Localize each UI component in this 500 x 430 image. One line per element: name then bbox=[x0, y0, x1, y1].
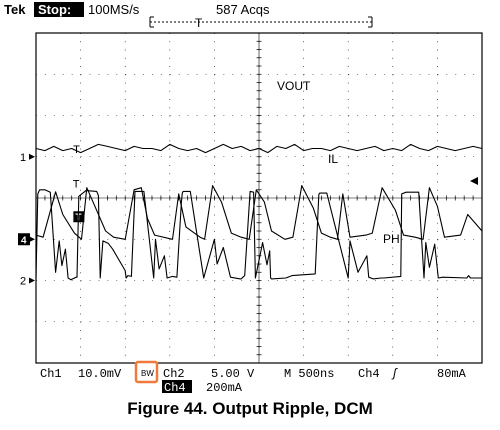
vout-trace bbox=[35, 143, 483, 154]
vout-trigger-marker: T bbox=[73, 144, 80, 156]
ph-trace-label: PH bbox=[383, 232, 400, 246]
figure-caption: Figure 44. Output Ripple, DCM bbox=[127, 399, 373, 418]
run-state-badge bbox=[34, 2, 84, 17]
trigger-level: 80mA bbox=[437, 367, 467, 381]
ch1-label: Ch1 bbox=[40, 367, 62, 381]
timebase: M 500ns bbox=[284, 367, 334, 381]
ch2-ground-marker: 2 bbox=[20, 276, 26, 288]
bw-highlight-box bbox=[134, 360, 159, 384]
channel-markers: 1 4 2 bbox=[18, 152, 35, 288]
ground-arrow-icon bbox=[29, 236, 35, 243]
vout-trace-label: VOUT bbox=[277, 79, 311, 93]
acquisition-count: 587 Acqs bbox=[216, 2, 270, 17]
ground-arrow-icon bbox=[29, 153, 35, 160]
traces: TTT bbox=[35, 143, 483, 281]
bw-limit-badge: BW bbox=[141, 369, 154, 378]
ch4-badge bbox=[162, 380, 192, 393]
record-trigger-marker: T bbox=[195, 16, 203, 30]
trigger-slope-icon: ʃ bbox=[391, 366, 398, 380]
ch2-label: Ch2 bbox=[163, 367, 185, 381]
ch4-ground-marker: 4 bbox=[21, 235, 27, 246]
il-trace bbox=[35, 185, 483, 240]
ch1-ground-marker: 1 bbox=[20, 152, 26, 164]
ch2-scale: 5.00 V bbox=[211, 367, 255, 381]
brand-label: Tek bbox=[4, 2, 26, 17]
oscilloscope-screen: Tek Stop: 100MS/s 587 Acqs T TTT 142 VOU… bbox=[4, 2, 483, 395]
ch4-label: Ch4 bbox=[164, 381, 186, 395]
trigger-level-arrow bbox=[470, 177, 478, 185]
ground-arrow-icon bbox=[29, 277, 35, 284]
ch4-ground-marker-box bbox=[18, 233, 30, 246]
record-position-bar bbox=[149, 16, 373, 28]
sample-rate: 100MS/s bbox=[88, 2, 140, 17]
ph-trigger-marker: T bbox=[73, 178, 80, 190]
ch1-scale: 10.0mV bbox=[78, 367, 122, 381]
trigger-source: Ch4 bbox=[358, 367, 380, 381]
ph-trace bbox=[35, 189, 482, 281]
ch4-scale: 200mA bbox=[206, 381, 243, 395]
il-trace-label: IL bbox=[328, 152, 338, 166]
run-state-label: Stop: bbox=[38, 2, 71, 17]
